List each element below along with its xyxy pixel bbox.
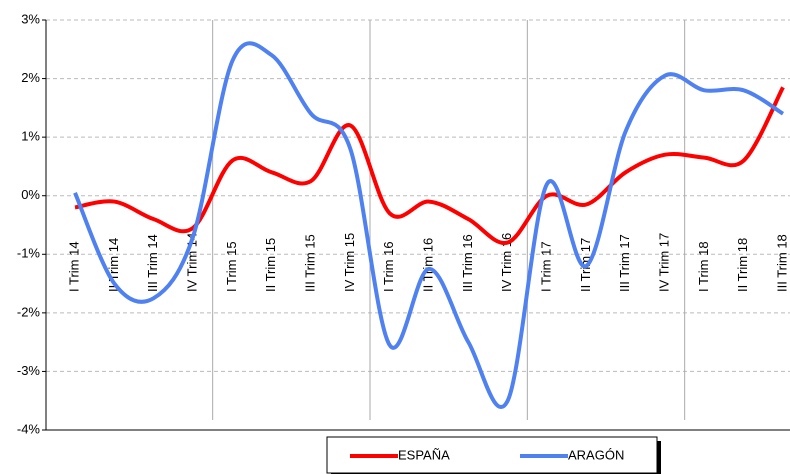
y-tick-label: 1% [21, 129, 40, 144]
y-tick-label: -1% [17, 246, 41, 261]
x-tick-label: II Trim 15 [263, 238, 278, 292]
y-tick-label: -4% [17, 421, 41, 436]
x-tick-label: I Trim 15 [224, 241, 239, 292]
legend-label: ESPAÑA [398, 447, 450, 462]
x-tick-label: II Trim 16 [420, 238, 435, 292]
x-tick-label: II Trim 18 [735, 238, 750, 292]
x-tick-label: IV Trim 15 [342, 233, 357, 292]
y-tick-label: 2% [21, 70, 40, 85]
y-tick-label: -2% [17, 304, 41, 319]
line-series [73, 41, 785, 410]
x-tick-label: III Trim 18 [774, 234, 789, 292]
legend-label: ARAGÓN [568, 447, 624, 462]
y-tick-label: 0% [21, 187, 40, 202]
x-tick-label: I Trim 17 [538, 241, 553, 292]
x-tick-label: I Trim 14 [66, 241, 81, 292]
y-tick-label: -3% [17, 363, 41, 378]
line-series [74, 86, 785, 245]
x-tick-label: III Trim 14 [145, 234, 160, 292]
x-tick-label: III Trim 15 [302, 234, 317, 292]
x-tick-label: I Trim 16 [381, 241, 396, 292]
x-tick-label: IV Trim 17 [656, 233, 671, 292]
x-tick-label: I Trim 18 [696, 241, 711, 292]
x-tick-label: IV Trim 16 [499, 233, 514, 292]
y-tick-label: 3% [21, 11, 40, 26]
x-tick-label: III Trim 16 [460, 234, 475, 292]
x-tick-label: III Trim 17 [617, 234, 632, 292]
